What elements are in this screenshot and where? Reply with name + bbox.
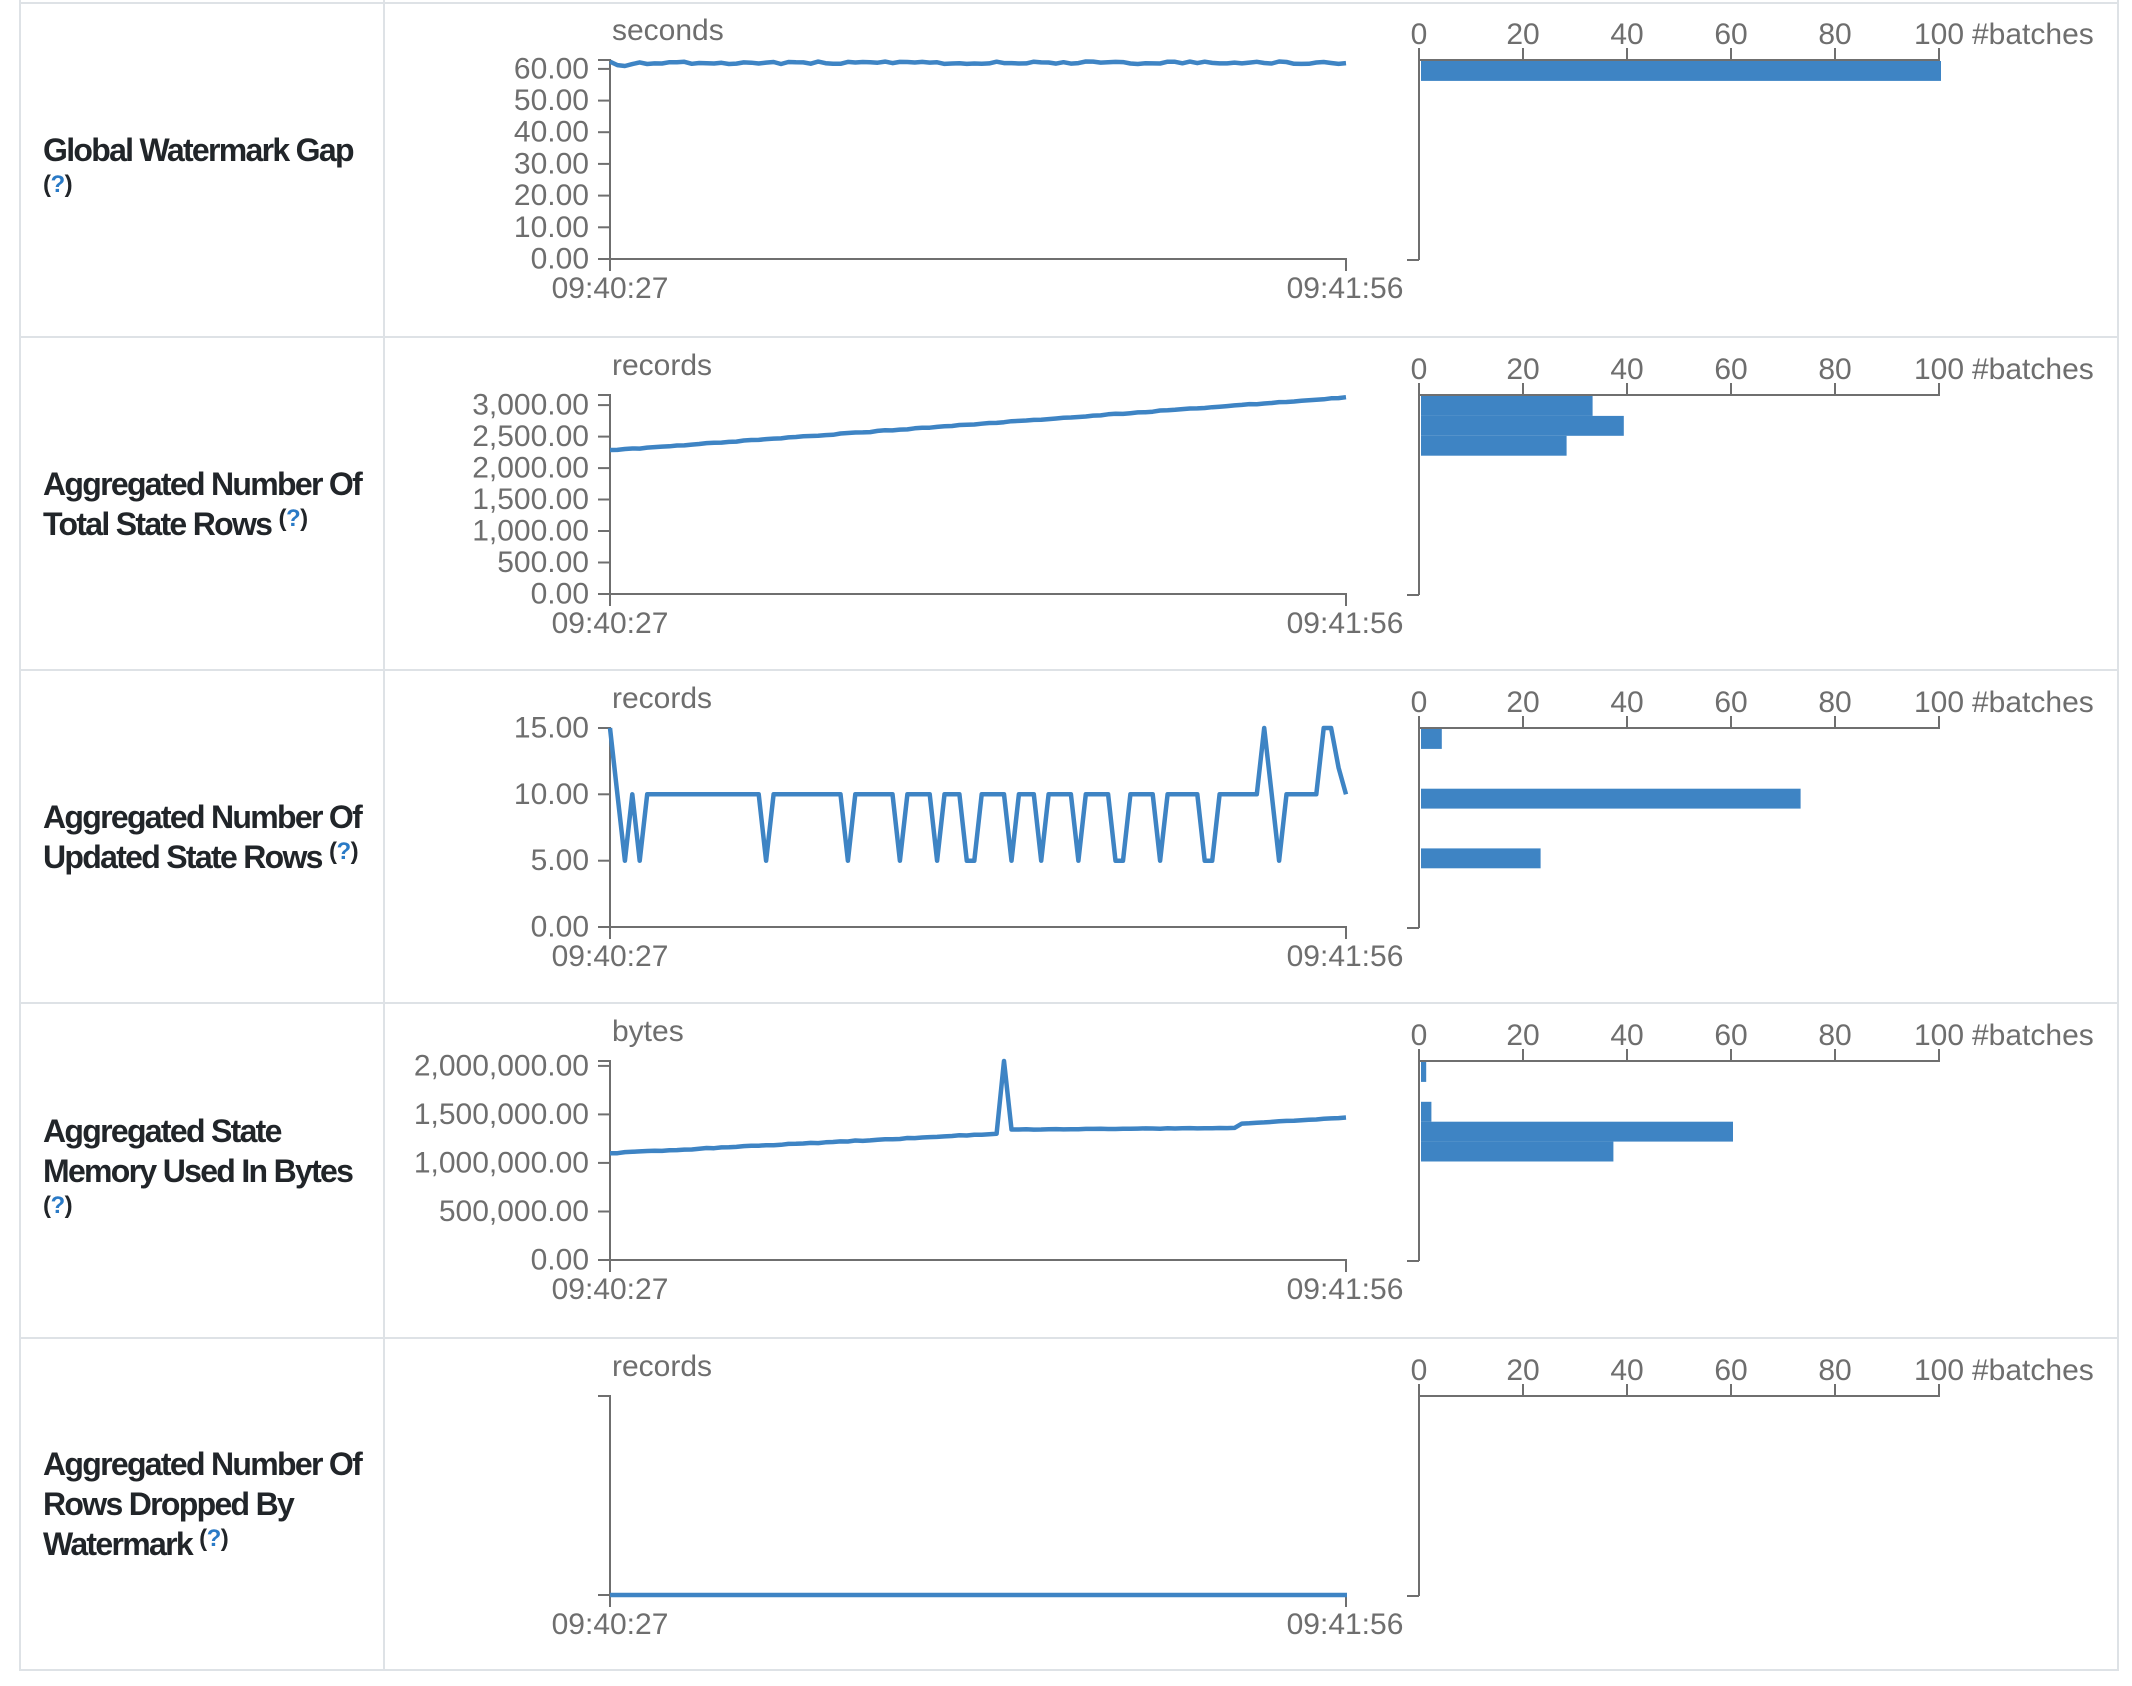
svg-text:0.00: 0.00	[531, 911, 589, 944]
svg-text:20: 20	[1506, 1354, 1539, 1387]
svg-text:seconds: seconds	[612, 14, 724, 47]
svg-text:09:41:56: 09:41:56	[1287, 1608, 1404, 1641]
svg-text:10.00: 10.00	[514, 778, 589, 811]
svg-text:09:41:56: 09:41:56	[1287, 940, 1404, 973]
svg-text:1,500.00: 1,500.00	[472, 483, 589, 516]
svg-text:0: 0	[1411, 1019, 1428, 1052]
svg-text:20: 20	[1506, 353, 1539, 386]
svg-text:60.00: 60.00	[514, 52, 589, 85]
svg-text:records: records	[612, 1350, 712, 1383]
svg-text:09:41:56: 09:41:56	[1287, 272, 1404, 305]
svg-text:5.00: 5.00	[531, 844, 589, 877]
svg-text:100: 100	[1914, 353, 1964, 386]
svg-text:50.00: 50.00	[514, 84, 589, 117]
svg-text:80: 80	[1818, 1019, 1851, 1052]
svg-text:2,000.00: 2,000.00	[472, 452, 589, 485]
svg-text:0: 0	[1411, 18, 1428, 51]
svg-text:20: 20	[1506, 686, 1539, 719]
svg-text:500.00: 500.00	[497, 546, 589, 579]
svg-text:09:40:27: 09:40:27	[552, 272, 669, 305]
svg-text:40: 40	[1610, 1019, 1643, 1052]
svg-text:#batches: #batches	[1972, 18, 2094, 51]
svg-text:40: 40	[1610, 18, 1643, 51]
svg-text:records: records	[612, 682, 712, 715]
svg-text:0.00: 0.00	[531, 1244, 589, 1277]
svg-text:15.00: 15.00	[514, 712, 589, 745]
svg-text:0.00: 0.00	[531, 243, 589, 276]
svg-text:#batches: #batches	[1972, 1019, 2094, 1052]
svg-text:60: 60	[1714, 1019, 1747, 1052]
svg-text:0: 0	[1411, 1354, 1428, 1387]
svg-text:1,000.00: 1,000.00	[472, 515, 589, 548]
svg-text:40: 40	[1610, 686, 1643, 719]
svg-text:records: records	[612, 349, 712, 382]
svg-text:09:41:56: 09:41:56	[1287, 607, 1404, 640]
svg-text:100: 100	[1914, 1019, 1964, 1052]
svg-text:#batches: #batches	[1972, 1354, 2094, 1387]
svg-text:30.00: 30.00	[514, 147, 589, 180]
svg-text:80: 80	[1818, 686, 1851, 719]
svg-text:#batches: #batches	[1972, 353, 2094, 386]
svg-text:10.00: 10.00	[514, 211, 589, 244]
svg-text:60: 60	[1714, 686, 1747, 719]
svg-text:40: 40	[1610, 353, 1643, 386]
svg-text:60: 60	[1714, 1354, 1747, 1387]
svg-text:40: 40	[1610, 1354, 1643, 1387]
svg-text:60: 60	[1714, 353, 1747, 386]
svg-text:09:40:27: 09:40:27	[552, 607, 669, 640]
svg-text:3,000.00: 3,000.00	[472, 389, 589, 422]
svg-text:60: 60	[1714, 18, 1747, 51]
svg-text:0: 0	[1411, 686, 1428, 719]
svg-text:20.00: 20.00	[514, 179, 589, 212]
svg-text:0.00: 0.00	[531, 578, 589, 611]
svg-text:80: 80	[1818, 353, 1851, 386]
svg-text:09:40:27: 09:40:27	[552, 940, 669, 973]
svg-text:2,000,000.00: 2,000,000.00	[414, 1049, 589, 1082]
svg-text:20: 20	[1506, 1019, 1539, 1052]
svg-text:80: 80	[1818, 1354, 1851, 1387]
svg-text:09:40:27: 09:40:27	[552, 1273, 669, 1306]
svg-text:500,000.00: 500,000.00	[439, 1195, 589, 1228]
svg-text:80: 80	[1818, 18, 1851, 51]
svg-text:20: 20	[1506, 18, 1539, 51]
svg-text:1,500,000.00: 1,500,000.00	[414, 1098, 589, 1131]
svg-text:0: 0	[1411, 353, 1428, 386]
svg-text:100: 100	[1914, 686, 1964, 719]
svg-text:bytes: bytes	[612, 1015, 684, 1048]
svg-text:40.00: 40.00	[514, 116, 589, 149]
svg-text:09:41:56: 09:41:56	[1287, 1273, 1404, 1306]
svg-text:#batches: #batches	[1972, 686, 2094, 719]
svg-text:1,000,000.00: 1,000,000.00	[414, 1146, 589, 1179]
svg-text:2,500.00: 2,500.00	[472, 420, 589, 453]
svg-text:100: 100	[1914, 18, 1964, 51]
svg-text:09:40:27: 09:40:27	[552, 1608, 669, 1641]
svg-text:100: 100	[1914, 1354, 1964, 1387]
